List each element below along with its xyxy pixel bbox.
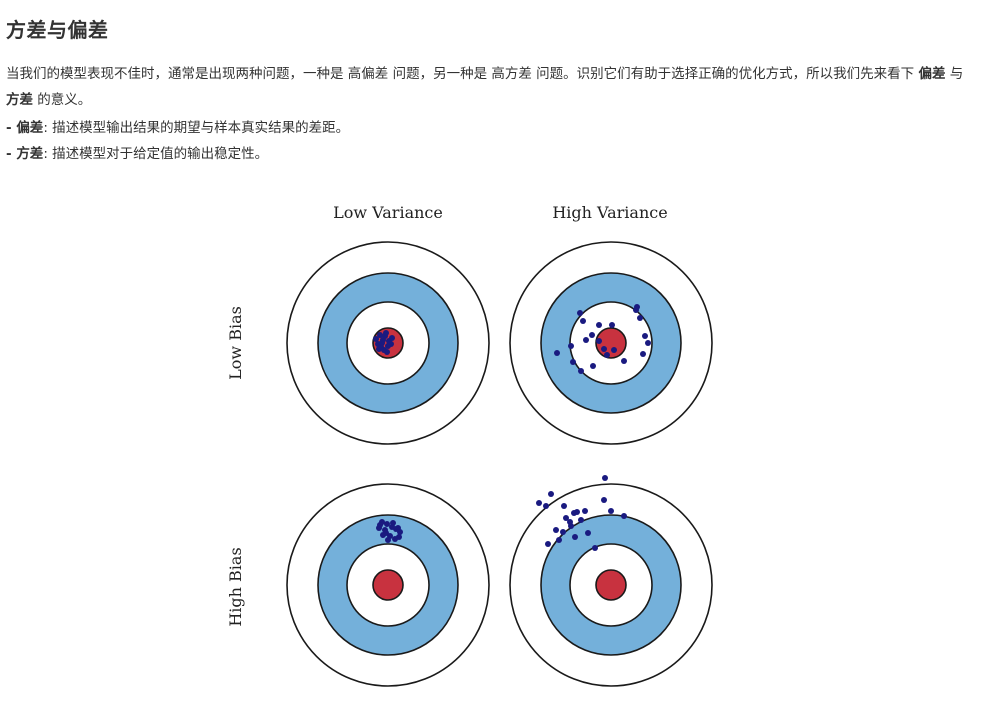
prediction-dot xyxy=(554,350,560,356)
prediction-dot xyxy=(384,521,390,527)
section-heading: 方差与偏差 xyxy=(6,18,109,42)
prediction-dot xyxy=(563,515,569,521)
prediction-dot xyxy=(543,503,549,509)
prediction-dot xyxy=(382,333,388,339)
prediction-dot xyxy=(548,491,554,497)
prediction-dot xyxy=(560,529,566,535)
prediction-dot xyxy=(556,537,562,543)
prediction-dot xyxy=(545,541,551,547)
prediction-dot xyxy=(570,359,576,365)
prediction-dot xyxy=(567,519,573,525)
intro-text-part3: 的意义。 xyxy=(33,92,92,108)
target-high-bias-low-variance xyxy=(286,483,490,687)
prediction-dot xyxy=(580,318,586,324)
prediction-dot xyxy=(388,341,394,347)
prediction-dot xyxy=(602,475,608,481)
bias-definition-text: : 描述模型输出结果的期望与样本真实结果的差距。 xyxy=(43,120,350,136)
prediction-dot xyxy=(596,322,602,328)
bias-variance-figure: Low Variance High Variance Low Bias High… xyxy=(226,203,713,687)
prediction-dot xyxy=(633,307,639,313)
prediction-dot xyxy=(590,363,596,369)
variance-definition: - 方差: 描述模型对于给定值的输出稳定性。 xyxy=(6,142,268,162)
prediction-dot xyxy=(621,513,627,519)
prediction-dot xyxy=(608,508,614,514)
prediction-dot xyxy=(376,346,382,352)
prediction-dot xyxy=(390,520,396,526)
prediction-dot xyxy=(385,537,391,543)
row-label-high-bias: High Bias xyxy=(226,547,245,626)
prediction-dot xyxy=(637,315,643,321)
prediction-dot xyxy=(377,332,383,338)
intro-text-part1: 当我们的模型表现不佳时，通常是出现两种问题，一种是 高偏差 问题，另一种是 高方… xyxy=(6,66,919,82)
intro-text-part2: 与 xyxy=(945,66,964,82)
variance-definition-text: : 描述模型对于给定值的输出稳定性。 xyxy=(43,146,269,162)
variance-term: 方差 xyxy=(16,146,44,162)
prediction-dot xyxy=(601,497,607,503)
prediction-dot xyxy=(383,530,389,536)
prediction-dot xyxy=(582,508,588,514)
prediction-dot xyxy=(536,500,542,506)
bullseye-center xyxy=(372,569,404,601)
prediction-dot xyxy=(583,337,589,343)
prediction-dot xyxy=(611,347,617,353)
prediction-dot xyxy=(377,522,383,528)
prediction-dot xyxy=(621,358,627,364)
prediction-dot xyxy=(596,338,602,344)
prediction-dot xyxy=(640,351,646,357)
column-label-low-variance: Low Variance xyxy=(333,203,443,222)
target-high-bias-high-variance xyxy=(509,475,713,687)
prediction-dot xyxy=(568,343,574,349)
prediction-dot xyxy=(395,525,401,531)
prediction-dot xyxy=(589,332,595,338)
prediction-dot xyxy=(561,503,567,509)
prediction-dot xyxy=(585,530,591,536)
prediction-dot xyxy=(604,352,610,358)
prediction-dot xyxy=(642,333,648,339)
prediction-dot xyxy=(379,340,385,346)
intro-term-variance: 方差 xyxy=(6,92,33,108)
prediction-dot xyxy=(601,346,607,352)
prediction-dot xyxy=(592,545,598,551)
target-low-bias-high-variance xyxy=(509,241,713,445)
bullseye-center xyxy=(595,569,627,601)
prediction-dot xyxy=(578,517,584,523)
prediction-dot xyxy=(577,310,583,316)
target-low-bias-low-variance xyxy=(286,241,490,445)
prediction-dot xyxy=(384,349,390,355)
bias-prefix: - xyxy=(6,120,17,136)
prediction-dot xyxy=(574,509,580,515)
intro-term-bias: 偏差 xyxy=(918,66,946,82)
prediction-dot xyxy=(645,340,651,346)
variance-prefix: - xyxy=(6,146,17,162)
row-label-low-bias: Low Bias xyxy=(226,306,245,380)
prediction-dot xyxy=(553,527,559,533)
prediction-dot xyxy=(373,336,379,342)
column-label-high-variance: High Variance xyxy=(552,203,667,222)
bias-definition: - 偏差: 描述模型输出结果的期望与样本真实结果的差距。 xyxy=(6,116,349,136)
prediction-dot xyxy=(578,368,584,374)
intro-paragraph: 当我们的模型表现不佳时，通常是出现两种问题，一种是 高偏差 问题，另一种是 高方… xyxy=(6,61,978,113)
prediction-dot xyxy=(396,534,402,540)
prediction-dot xyxy=(572,534,578,540)
prediction-dot xyxy=(609,322,615,328)
bias-term: 偏差 xyxy=(16,120,44,136)
